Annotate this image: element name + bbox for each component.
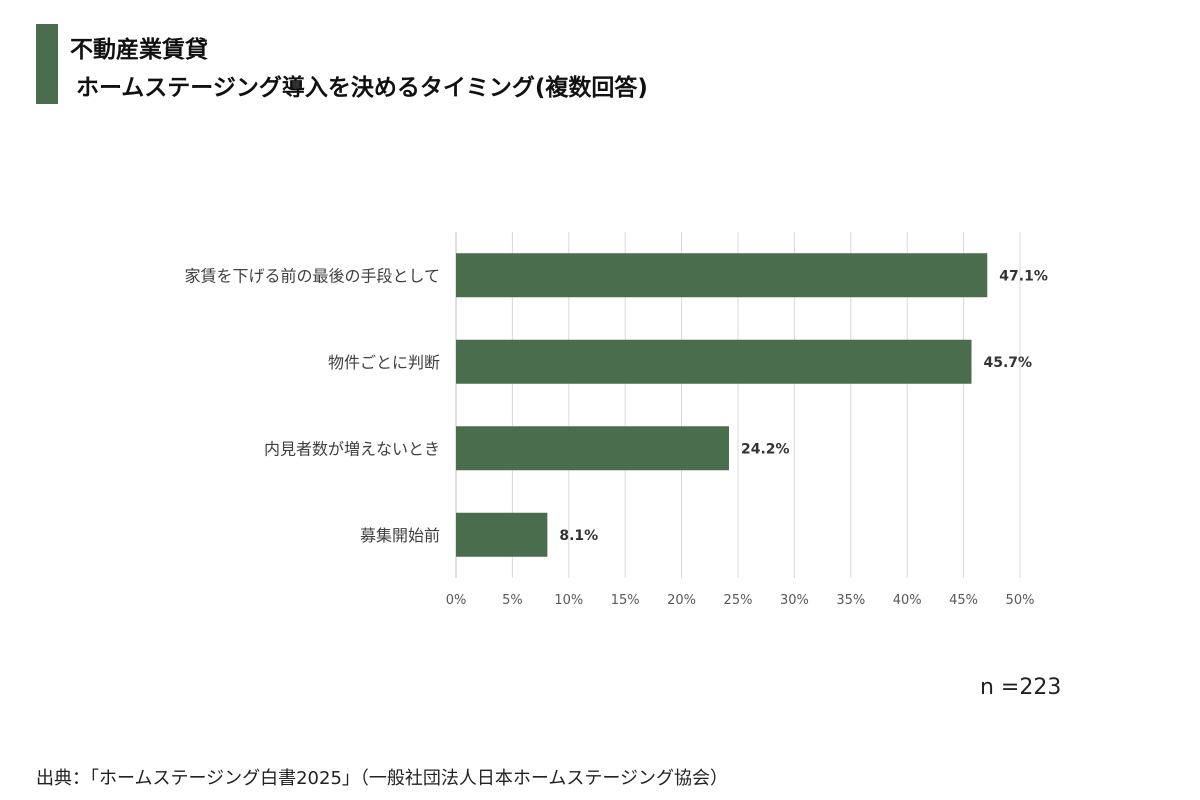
x-tick-label: 25% — [724, 593, 753, 608]
x-tick-label: 35% — [836, 593, 865, 608]
sample-size-label: n =223 — [980, 675, 1062, 700]
data-label: 8.1% — [559, 528, 598, 544]
x-tick-label: 30% — [780, 593, 809, 608]
source-citation: 出典：「ホームステージング白書2025」（一般社団法人日本ホームステージング協会… — [36, 768, 729, 789]
x-tick-label: 15% — [611, 593, 640, 608]
bar — [456, 426, 729, 471]
data-label: 45.7% — [983, 355, 1032, 371]
title-accent-bar — [36, 24, 58, 104]
x-tick-label: 0% — [446, 593, 467, 608]
x-tick-label: 45% — [949, 593, 978, 608]
bar — [456, 339, 972, 384]
x-tick-label: 40% — [893, 593, 922, 608]
bar — [456, 253, 988, 298]
page-title: ホームステージング導入を決めるタイミング(複数回答) — [76, 75, 648, 101]
x-tick-label: 5% — [502, 593, 523, 608]
category-label: 家賃を下げる前の最後の手段として — [184, 266, 440, 285]
category-label: 物件ごとに判断 — [328, 353, 440, 372]
bar — [456, 512, 548, 557]
data-label: 47.1% — [999, 268, 1048, 284]
category-label: 募集開始前 — [360, 526, 440, 545]
x-tick-label: 50% — [1006, 593, 1035, 608]
x-tick-label: 10% — [554, 593, 583, 608]
x-tick-label: 20% — [667, 593, 696, 608]
page-title-category: 不動産業賃貸 — [70, 37, 208, 63]
data-label: 24.2% — [741, 441, 790, 457]
category-label: 内見者数が増えないとき — [264, 439, 440, 458]
